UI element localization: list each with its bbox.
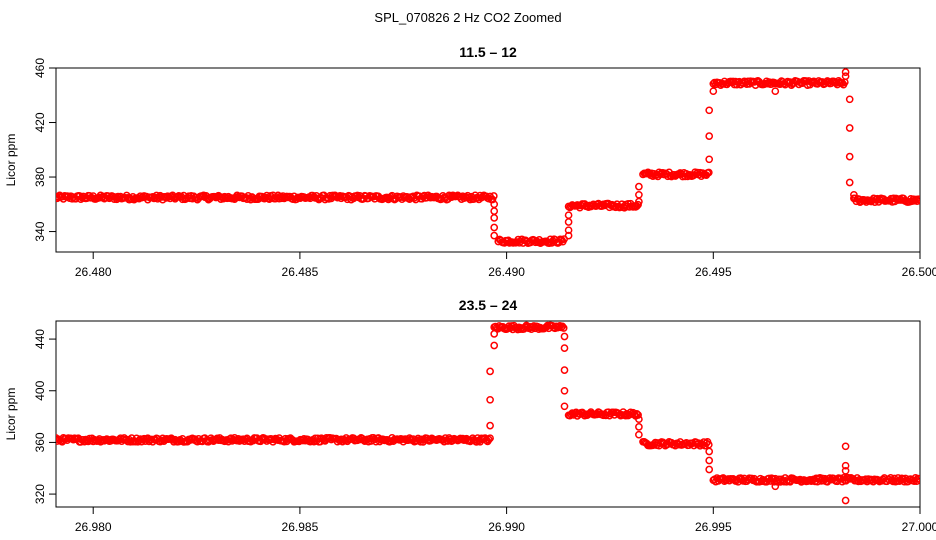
data-point <box>709 87 718 96</box>
chart-panel-2: 23.5 – 24 26.980 26.985 26.990 26.995 27.000 3… <box>4 297 936 534</box>
data-point <box>490 341 499 350</box>
data-point <box>850 190 858 199</box>
data-point <box>490 330 499 338</box>
data-point <box>635 423 643 431</box>
data-point <box>915 475 920 483</box>
y-tick-label: 440 <box>33 329 47 349</box>
y-tick-label: 360 <box>33 432 47 452</box>
data-point <box>486 421 494 430</box>
panel-title: 23.5 – 24 <box>459 297 518 313</box>
data-point <box>559 324 568 332</box>
panel-title: 11.5 – 12 <box>459 44 517 60</box>
y-axis-label: Licor ppm <box>4 388 18 441</box>
data-point <box>705 106 714 115</box>
data-point <box>845 152 854 161</box>
data-point <box>841 442 850 451</box>
data-points <box>56 321 920 505</box>
data-point <box>490 214 499 222</box>
chart-panel-1: 11.5 – 12 26.480 26.485 26.490 26.495 26.500 3… <box>4 44 936 279</box>
data-point <box>705 456 714 465</box>
data-point <box>564 218 573 226</box>
data-point <box>705 447 714 456</box>
data-point <box>564 231 573 240</box>
figure-title: SPL_070826 2 Hz CO2 Zoomed <box>374 10 561 25</box>
data-point <box>560 386 569 395</box>
y-tick-label: 400 <box>33 380 47 400</box>
data-point <box>704 168 713 177</box>
x-tick-label: 26.495 <box>695 265 732 279</box>
data-point <box>564 211 573 220</box>
data-point <box>705 465 714 474</box>
data-point <box>841 461 850 470</box>
y-axis-label: Licor ppm <box>4 134 18 187</box>
data-point <box>560 366 569 374</box>
data-point <box>560 344 569 352</box>
data-point <box>841 68 850 76</box>
data-point <box>490 231 499 240</box>
data-point <box>489 192 498 200</box>
y-tick-label: 340 <box>33 221 47 241</box>
data-points <box>56 68 920 248</box>
data-point <box>634 411 642 419</box>
x-tick-label: 26.485 <box>282 265 319 279</box>
data-point <box>845 178 854 187</box>
data-point <box>635 430 643 439</box>
data-point <box>841 72 850 81</box>
panels: 11.5 – 12 26.480 26.485 26.490 26.495 26.500 3… <box>4 44 936 534</box>
data-point <box>560 402 569 411</box>
y-tick-label: 460 <box>33 58 47 78</box>
plot-frame <box>55 320 921 508</box>
data-point <box>560 332 569 341</box>
data-point <box>874 476 883 485</box>
plot-frame <box>55 67 921 253</box>
x-tick-label: 26.480 <box>75 265 112 279</box>
data-point <box>554 323 563 332</box>
x-tick-label: 26.995 <box>695 520 732 534</box>
y-tick-label: 420 <box>33 112 47 132</box>
data-point <box>558 322 567 331</box>
data-point <box>486 395 494 404</box>
x-tick-label: 26.490 <box>488 265 525 279</box>
x-tick-label: 27.000 <box>902 520 936 534</box>
data-point <box>915 195 920 204</box>
data-point <box>771 87 780 96</box>
data-point <box>634 200 642 209</box>
data-point <box>845 95 854 104</box>
data-point <box>486 434 494 443</box>
data-point <box>484 435 493 444</box>
data-point <box>564 226 573 235</box>
data-point <box>705 132 714 140</box>
x-tick-label: 26.985 <box>282 520 319 534</box>
data-point <box>844 474 853 482</box>
y-tick-label: 380 <box>33 167 47 187</box>
x-tick-label: 26.500 <box>902 265 936 279</box>
data-point <box>841 496 850 505</box>
data-point <box>705 155 714 164</box>
data-point <box>490 223 499 232</box>
data-point <box>486 367 494 376</box>
data-point <box>488 195 497 204</box>
data-point <box>635 182 643 191</box>
data-point <box>841 466 850 475</box>
data-point <box>635 190 643 199</box>
data-point <box>771 482 780 491</box>
y-tick-label: 320 <box>33 484 47 504</box>
data-point <box>490 207 499 215</box>
data-point <box>845 124 854 132</box>
data-point <box>635 415 643 424</box>
x-tick-label: 26.990 <box>488 520 525 534</box>
x-tick-label: 26.980 <box>75 520 112 534</box>
data-point <box>178 195 187 204</box>
